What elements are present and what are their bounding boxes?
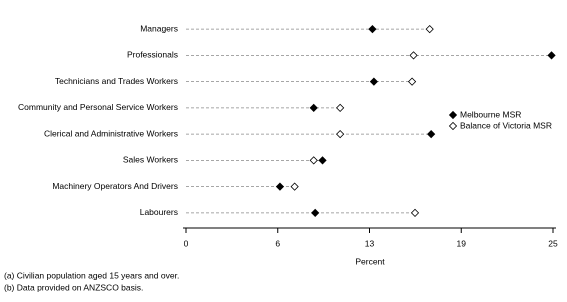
dot	[336, 103, 345, 112]
category-label: Technicians and Trades Workers	[55, 76, 178, 86]
dot	[425, 25, 434, 34]
legend-label: Melbourne MSR	[460, 109, 521, 119]
dot	[547, 51, 556, 60]
dot	[309, 156, 318, 165]
dot	[427, 130, 436, 139]
dot	[409, 51, 418, 60]
x-tick-label: 6	[275, 238, 280, 248]
dot	[318, 156, 327, 165]
footnote: (a) Civilian population aged 15 years an…	[4, 270, 179, 280]
category-label: Sales Workers	[123, 155, 178, 165]
x-tick-label: 25	[548, 238, 558, 248]
dot	[309, 103, 318, 112]
category-label: Labourers	[140, 207, 178, 217]
footnote: (b) Data provided on ANZSCO basis.	[4, 282, 143, 292]
category-label: Professionals	[127, 50, 178, 60]
dot	[275, 182, 285, 191]
category-label: Clerical and Administrative Workers	[44, 128, 178, 138]
dot	[368, 25, 377, 34]
legend-marker	[448, 110, 458, 120]
dot	[311, 208, 320, 217]
category-label: Managers	[140, 23, 178, 33]
x-tick-label: 13	[365, 238, 375, 248]
dot	[369, 77, 379, 86]
legend-marker	[448, 121, 458, 131]
x-tick-label: 0	[184, 238, 189, 248]
x-axis-label: Percent	[355, 256, 385, 266]
dot	[410, 208, 420, 217]
category-label: Community and Personal Service Workers	[18, 102, 178, 112]
legend-label: Balance of Victoria MSR	[460, 120, 552, 130]
dot	[290, 182, 299, 191]
dot	[336, 130, 345, 139]
x-tick-label: 19	[457, 238, 467, 248]
category-label: Machinery Operators And Drivers	[52, 181, 178, 191]
dot	[407, 77, 417, 86]
